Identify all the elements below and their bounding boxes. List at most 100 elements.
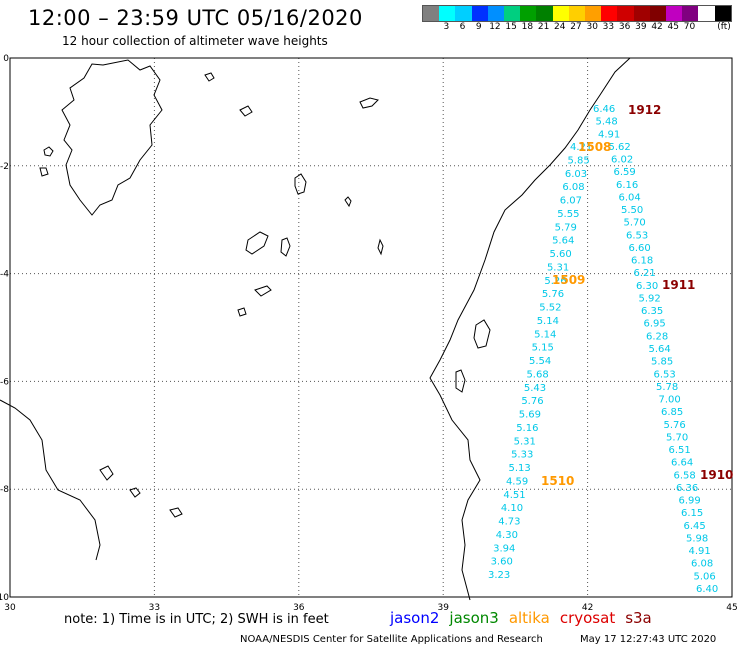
swh-value: 6.30 bbox=[636, 281, 658, 292]
swh-value: 5.26 bbox=[544, 276, 566, 287]
swh-value: 4.30 bbox=[496, 530, 518, 541]
track-time-label: 1509 bbox=[552, 273, 585, 287]
island-8 bbox=[245, 231, 269, 255]
swh-value: 5.33 bbox=[511, 450, 533, 461]
swh-value: 5.15 bbox=[532, 343, 554, 354]
swh-value: 5.31 bbox=[514, 436, 536, 447]
island-3 bbox=[204, 72, 215, 82]
swh-value: 6.46 bbox=[593, 104, 615, 115]
mafia-island bbox=[455, 369, 466, 393]
swh-value: 5.14 bbox=[537, 316, 559, 327]
scale-label: 42 bbox=[651, 22, 663, 32]
scale-cell bbox=[633, 6, 650, 21]
swh-value: 6.36 bbox=[676, 483, 698, 494]
swh-value: 5.68 bbox=[526, 369, 548, 380]
y-tick-label: -4 bbox=[0, 270, 9, 280]
mission-cryosat: cryosat bbox=[559, 609, 616, 627]
swh-value: 6.04 bbox=[619, 192, 641, 203]
swh-value: 6.35 bbox=[641, 306, 663, 317]
scale-cell bbox=[487, 6, 505, 21]
swh-value: 3.60 bbox=[491, 557, 513, 568]
scale-label: 9 bbox=[475, 22, 482, 32]
swh-value: 4.91 bbox=[689, 546, 711, 557]
scale-cell bbox=[471, 6, 488, 21]
map-title: 12:00 – 23:59 UTC 05/16/2020 bbox=[28, 6, 363, 30]
swh-value: 6.21 bbox=[634, 268, 656, 279]
comoros-3 bbox=[169, 507, 183, 518]
swh-value: 4.51 bbox=[503, 490, 525, 501]
scale-label: 24 bbox=[554, 22, 566, 32]
swh-value: 6.08 bbox=[691, 559, 713, 570]
swh-value: 4.10 bbox=[501, 503, 523, 514]
scale-label: 6 bbox=[459, 22, 466, 32]
swh-value: 4.59 bbox=[506, 476, 528, 487]
x-tick-label: 36 bbox=[293, 603, 305, 613]
track-time-label: 1508 bbox=[578, 140, 611, 154]
swh-value: 6.03 bbox=[565, 169, 587, 180]
swh-value: 5.48 bbox=[596, 117, 618, 128]
swh-value: 4.91 bbox=[598, 129, 620, 140]
x-tick-label: 39 bbox=[437, 603, 449, 613]
swh-value: 5.92 bbox=[639, 293, 661, 304]
track-time-label: 1510 bbox=[541, 474, 574, 488]
scale-cell bbox=[552, 6, 569, 21]
swh-value: 6.45 bbox=[684, 521, 706, 532]
swh-value: 6.02 bbox=[611, 155, 633, 166]
scale-label: 45 bbox=[667, 22, 679, 32]
scale-cell bbox=[504, 6, 521, 21]
swh-value: 5.85 bbox=[651, 357, 673, 368]
x-tick-label: 45 bbox=[726, 603, 737, 613]
lat-lon-grid: 30 33 36 39 42 45 0 -2 -4 -6 -8 -10 bbox=[0, 54, 738, 613]
comoros-2 bbox=[129, 487, 141, 498]
scale-label: 15 bbox=[505, 22, 517, 32]
scale-label: 21 bbox=[537, 22, 550, 32]
swh-value: 6.99 bbox=[679, 496, 701, 507]
swh-value: 5.16 bbox=[516, 423, 538, 434]
swh-value: 5.13 bbox=[509, 463, 531, 474]
scale-cell bbox=[666, 6, 683, 21]
swh-value: 6.85 bbox=[661, 407, 683, 418]
scale-cell bbox=[439, 6, 456, 21]
x-tick-label: 42 bbox=[582, 603, 593, 613]
generated-timestamp: May 17 12:27:43 UTC 2020 bbox=[580, 634, 717, 645]
scale-label: 39 bbox=[635, 22, 647, 32]
track-time-label: 1910 bbox=[700, 468, 733, 482]
island-7 bbox=[344, 196, 352, 208]
island-12 bbox=[377, 238, 384, 256]
island-11 bbox=[237, 307, 247, 317]
x-tick-label: 30 bbox=[4, 603, 16, 613]
swh-value: 5.06 bbox=[694, 571, 716, 582]
island-5 bbox=[359, 97, 379, 109]
map-frame bbox=[9, 57, 733, 598]
scale-label: 33 bbox=[602, 22, 615, 32]
color-scale-labels: 3 6 9 12 15 18 21 24 27 30 33 36 39 42 45 70 (ft) bbox=[422, 22, 730, 34]
island-9 bbox=[280, 237, 291, 257]
scale-cell bbox=[520, 6, 537, 21]
swh-value: 5.60 bbox=[550, 249, 572, 260]
swh-value: 3.23 bbox=[488, 570, 510, 581]
swh-value: 5.43 bbox=[524, 383, 546, 394]
scale-unit: (ft) bbox=[717, 22, 731, 32]
scale-label: 12 bbox=[489, 22, 501, 32]
comoros-1 bbox=[99, 465, 114, 481]
swh-value: 6.28 bbox=[646, 331, 668, 342]
mission-s3a: s3a bbox=[625, 609, 652, 627]
swh-value: 5.70 bbox=[666, 432, 688, 443]
scale-cell bbox=[568, 6, 586, 21]
swh-value: 6.64 bbox=[671, 458, 693, 469]
scale-cell bbox=[617, 6, 634, 21]
track-time-label: 1912 bbox=[628, 103, 661, 117]
swh-value: 5.55 bbox=[557, 209, 579, 220]
swh-value: 5.76 bbox=[664, 420, 686, 431]
footer-note: note: 1) Time is in UTC; 2) SWH is in fe… bbox=[64, 612, 329, 627]
swh-value: 5.62 bbox=[609, 142, 631, 153]
swh-value: 6.58 bbox=[674, 470, 696, 481]
y-tick-label: -10 bbox=[0, 593, 9, 603]
madagascar-coast bbox=[61, 59, 163, 216]
scale-cell bbox=[585, 6, 602, 21]
scale-label: 70 bbox=[683, 22, 696, 32]
coastline bbox=[0, 57, 631, 601]
scale-cell bbox=[698, 6, 715, 21]
scale-cell bbox=[714, 6, 731, 21]
